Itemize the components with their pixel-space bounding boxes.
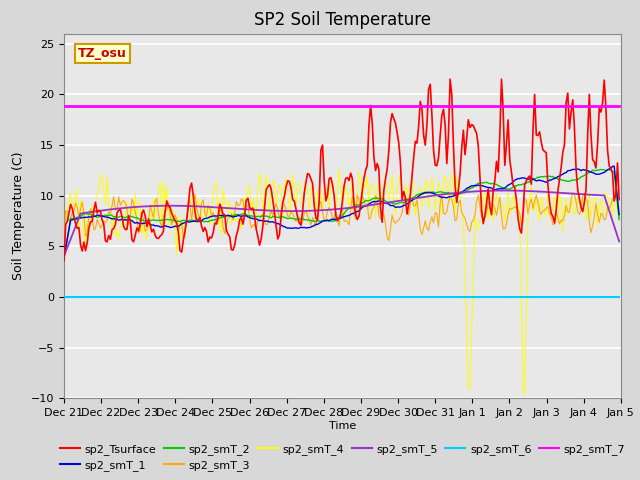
Title: SP2 Soil Temperature: SP2 Soil Temperature [254,11,431,29]
Legend: sp2_Tsurface, sp2_smT_1, sp2_smT_2, sp2_smT_3, sp2_smT_4, sp2_smT_5, sp2_smT_6, : sp2_Tsurface, sp2_smT_1, sp2_smT_2, sp2_… [57,441,628,474]
Y-axis label: Soil Temperature (C): Soil Temperature (C) [12,152,26,280]
Text: TZ_osu: TZ_osu [78,48,127,60]
X-axis label: Time: Time [329,421,356,431]
